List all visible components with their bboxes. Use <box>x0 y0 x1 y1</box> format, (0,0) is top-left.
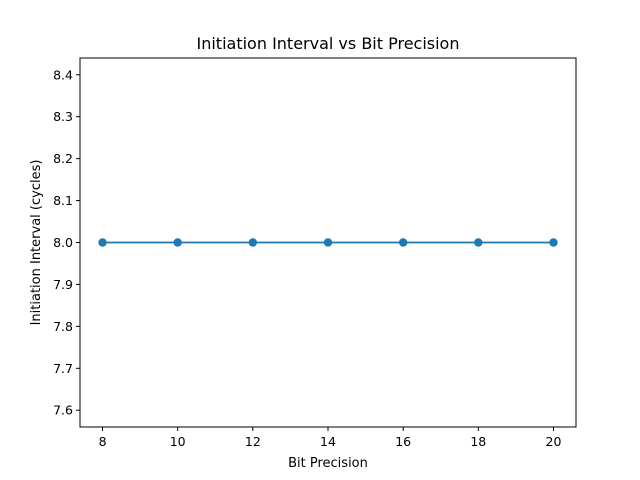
y-tick-label: 7.9 <box>53 277 73 292</box>
y-tick-label: 8.2 <box>53 151 73 166</box>
y-tick-label: 8.1 <box>53 193 73 208</box>
y-tick-label: 8.0 <box>53 235 73 250</box>
ticks-layer: 8 10 12 14 16 18 20 7.6 7.7 7.8 7.9 8.0 8.1 8.2 8.3 8.4 <box>53 67 561 449</box>
y-tick-label: 8.3 <box>53 109 73 124</box>
data-point <box>323 238 333 247</box>
x-tick-label: 8 <box>99 434 107 449</box>
y-tick-label: 7.6 <box>53 403 73 418</box>
y-tick-label: 8.4 <box>53 67 73 82</box>
x-tick-label: 20 <box>546 434 562 449</box>
y-tick-label: 7.7 <box>53 361 73 376</box>
x-tick-label: 16 <box>395 434 411 449</box>
chart-title: Initiation Interval vs Bit Precision <box>197 34 460 53</box>
x-tick-label: 18 <box>470 434 486 449</box>
x-tick-label: 12 <box>245 434 261 449</box>
data-point <box>248 238 258 247</box>
data-point <box>398 238 408 247</box>
y-axis-label: Initiation Interval (cycles) <box>29 160 44 326</box>
data-point <box>474 238 483 247</box>
x-axis-label: Bit Precision <box>288 456 368 471</box>
x-tick-label: 14 <box>320 434 336 449</box>
data-point <box>549 238 558 247</box>
data-point <box>173 238 182 247</box>
y-tick-label: 7.8 <box>53 319 73 334</box>
plot-frame <box>79 57 577 428</box>
data-point <box>98 238 107 247</box>
x-tick-label: 10 <box>170 434 186 449</box>
series-layer <box>98 238 558 247</box>
